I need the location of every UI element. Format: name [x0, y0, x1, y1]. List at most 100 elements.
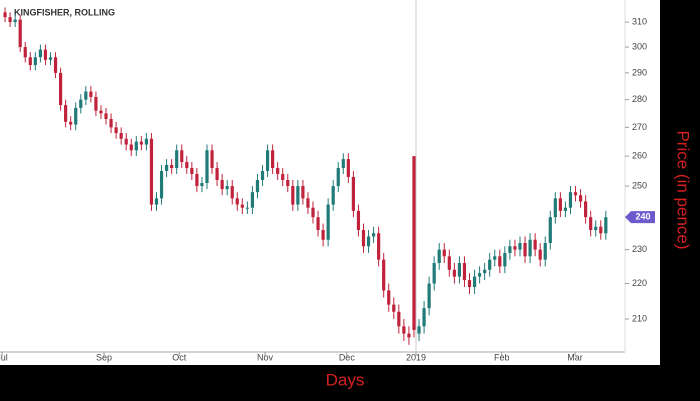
y-tick-label: 260	[632, 151, 647, 161]
candle-body	[235, 198, 239, 205]
candle-body	[271, 150, 275, 168]
x-tick-label: Feb	[494, 352, 510, 362]
candle-body	[518, 243, 522, 250]
candle-body	[205, 150, 209, 184]
candle-body	[422, 308, 426, 327]
candle-body	[230, 186, 234, 199]
candle-body	[74, 107, 78, 125]
candle-body	[33, 57, 37, 66]
last-price-tag	[625, 211, 655, 224]
candle-body	[99, 110, 103, 114]
candle-body	[599, 226, 603, 234]
y-tick-label: 290	[632, 67, 647, 77]
candle-body	[311, 207, 315, 218]
candle-body	[43, 49, 48, 60]
x-tick-label: 2019	[406, 352, 426, 362]
y-tick-label: 210	[632, 313, 647, 323]
candle-body	[578, 195, 583, 202]
candle-body	[351, 176, 355, 211]
x-tick-label: Mar	[567, 352, 583, 362]
candle-body	[407, 333, 411, 338]
x-tick-label: Dec	[339, 352, 356, 362]
candle-body	[432, 263, 436, 284]
candle-body	[452, 269, 456, 277]
candle-body	[402, 326, 406, 334]
candle-body	[558, 198, 562, 211]
candle-body	[296, 186, 300, 205]
candle-body	[594, 226, 598, 230]
candle-body	[58, 72, 63, 106]
candle-body	[185, 162, 189, 168]
candle-body	[306, 198, 310, 208]
y-tick-label: 220	[632, 278, 647, 288]
candle-body	[215, 167, 219, 180]
candle-body	[48, 57, 53, 60]
candle-body	[286, 179, 290, 187]
y-tick-label: 280	[632, 94, 647, 104]
x-tick-label: Sep	[96, 352, 112, 362]
candle-body	[568, 192, 573, 208]
candle-body	[543, 243, 547, 260]
candle-body	[250, 192, 255, 208]
candle-body	[245, 207, 249, 209]
candle-body	[371, 233, 376, 237]
candle-body	[341, 159, 345, 168]
candle-body	[159, 170, 164, 199]
candle-body	[200, 183, 204, 187]
candle-body	[316, 217, 320, 230]
candle-body	[301, 186, 305, 199]
candle-body	[417, 326, 421, 334]
candle-body	[195, 173, 199, 187]
y-tick-label: 270	[632, 122, 647, 132]
candle-body	[498, 256, 502, 267]
candle-body	[281, 173, 285, 180]
candle-body	[109, 118, 113, 128]
candle-body	[447, 256, 451, 270]
candle-body	[119, 133, 123, 139]
last-price-label: 240	[635, 212, 650, 222]
y-tick-label: 230	[632, 244, 647, 254]
candle-body	[38, 49, 42, 58]
candle-body	[23, 47, 27, 58]
candle-body	[220, 179, 224, 190]
candle-body	[79, 99, 83, 108]
candle-body	[589, 217, 593, 230]
candle-body	[336, 167, 340, 187]
candle-body	[382, 259, 386, 291]
y-tick-label: 310	[632, 16, 647, 26]
y-axis-label: Price (in pence)	[674, 130, 693, 249]
candle-body	[397, 311, 401, 327]
x-axis-label: Days	[326, 370, 365, 389]
candle-body	[139, 141, 143, 145]
candle-body	[488, 259, 492, 270]
candle-body	[53, 57, 58, 73]
candle-body	[523, 243, 527, 257]
candle-body	[412, 156, 416, 330]
candle-body	[190, 167, 194, 174]
candle-body	[164, 165, 169, 171]
candle-body	[356, 210, 361, 230]
candle-body	[548, 217, 552, 244]
candle-body	[255, 179, 260, 193]
candle-body	[462, 263, 467, 281]
candle-body	[124, 138, 128, 145]
candle-body	[361, 229, 366, 247]
candle-body	[210, 150, 214, 168]
candle-body	[553, 198, 557, 218]
candle-body	[457, 263, 462, 277]
chart-title: KINGFISHER, ROLLING	[14, 7, 115, 17]
candle-body	[3, 12, 7, 18]
candle-body	[134, 141, 138, 151]
candle-body	[260, 170, 265, 180]
panel	[0, 0, 660, 365]
y-tick-label: 300	[632, 41, 647, 51]
candle-body	[331, 186, 335, 205]
candle-body	[437, 249, 441, 264]
candle-body	[538, 249, 542, 260]
candle-body	[84, 91, 88, 100]
candle-body	[392, 304, 396, 312]
candle-body	[114, 127, 118, 134]
candle-body	[104, 113, 108, 119]
candle-body	[64, 105, 68, 122]
candle-body	[94, 96, 98, 111]
